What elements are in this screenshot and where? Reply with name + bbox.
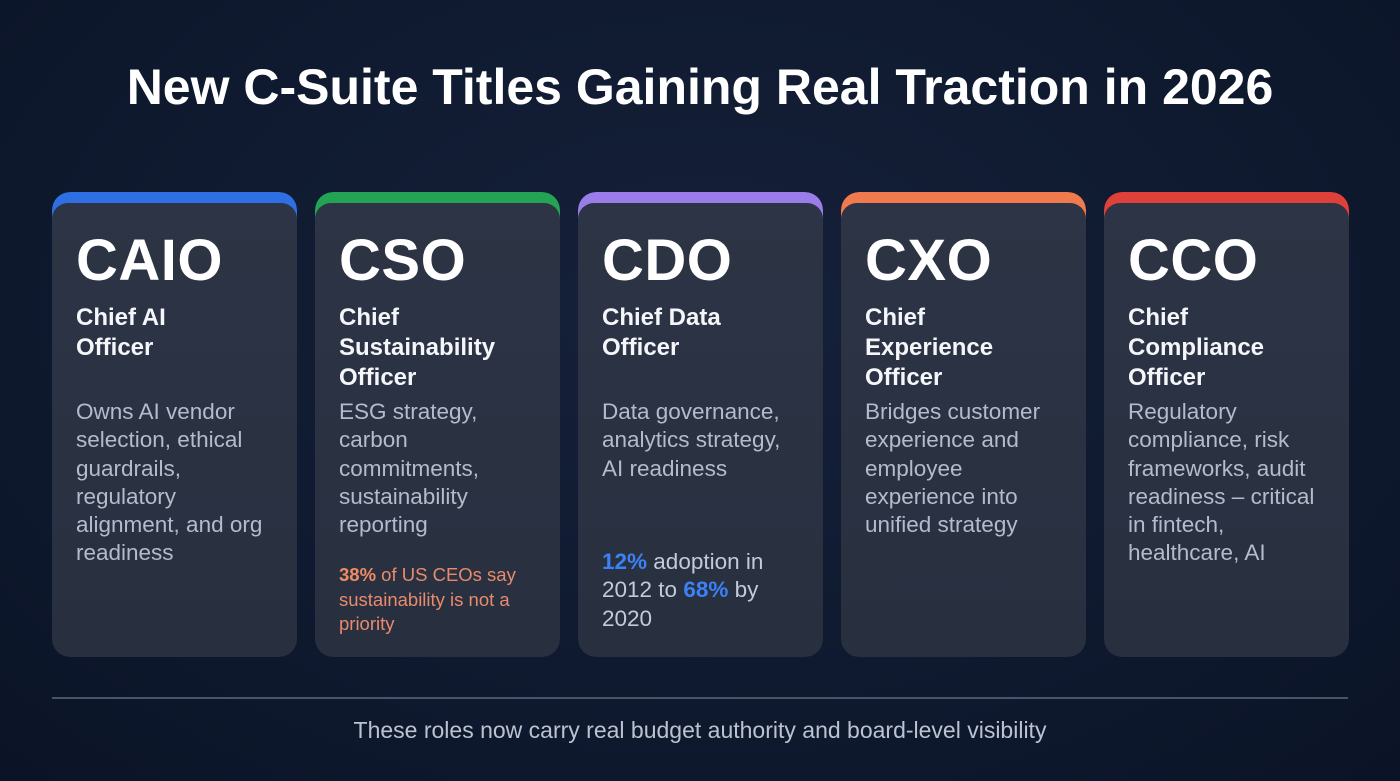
- card-body: CXO Chief Experience Officer: [841, 203, 1086, 657]
- divider: [52, 697, 1348, 699]
- role-abbreviation: CAIO: [76, 228, 223, 293]
- role-abbreviation: CSO: [339, 228, 467, 293]
- role-abbreviation: CXO: [865, 228, 993, 293]
- stat-text: adoption in 2012 to: [602, 549, 764, 603]
- card-cxo: CXO Chief Experience Officer Bridges cus…: [841, 192, 1086, 657]
- role-full-name: Chief Sustainability Officer: [339, 304, 496, 391]
- card-cdo: CDO Chief Data Officer Data governance, …: [578, 192, 823, 657]
- card-cco: CCO Chief Compliance Officer Regulatory …: [1104, 192, 1349, 657]
- stat-highlight: 68%: [683, 577, 729, 603]
- role-full-name: Chief AI Officer: [76, 304, 166, 361]
- role-stat: 12% adoption in 2012 to 68% by 2020: [602, 548, 783, 633]
- card-caio: CAIO Chief AI Officer Owns AI vendor sel…: [52, 192, 297, 657]
- role-description: ESG strategy, carbon commitments, sustai…: [339, 399, 480, 538]
- role-description: Regulatory compliance, risk frameworks, …: [1128, 399, 1315, 566]
- role-description: Owns AI vendor selection, ethical guardr…: [76, 399, 263, 566]
- footer-caption: These roles now carry real budget author…: [353, 717, 1047, 743]
- role-abbreviation: CCO: [1128, 228, 1259, 293]
- card-body: CAIO Chief AI Officer: [52, 203, 297, 657]
- role-full-name: Chief Data Officer: [602, 304, 721, 361]
- role-description: Data governance, analytics strategy, AI …: [602, 399, 781, 481]
- stat-text: by 2020: [602, 577, 759, 631]
- role-cards: CAIO Chief AI Officer Owns AI vendor sel…: [52, 192, 1349, 657]
- card-body: CCO Chief Compliance Officer: [1104, 203, 1349, 657]
- role-description: Bridges customer experience and employee…: [865, 399, 1041, 538]
- stat-text: of US CEOs say sustainability is not a p…: [339, 564, 516, 634]
- role-abbreviation: CDO: [602, 228, 733, 293]
- page-title: New C-Suite Titles Gaining Real Traction…: [126, 59, 1274, 115]
- role-full-name: Chief Compliance Officer: [1128, 304, 1265, 391]
- role-stat: 38% of US CEOs say sustainability is not…: [339, 563, 542, 637]
- stat-highlight: 38%: [339, 564, 377, 585]
- role-full-name: Chief Experience Officer: [865, 304, 994, 391]
- card-body: CSO Chief Sustainability Officer: [315, 203, 560, 657]
- card-body: CDO Chief Data Officer: [578, 203, 823, 657]
- stat-highlight: 12%: [602, 549, 648, 574]
- card-cso: CSO Chief Sustainability Officer ESG str…: [315, 192, 560, 657]
